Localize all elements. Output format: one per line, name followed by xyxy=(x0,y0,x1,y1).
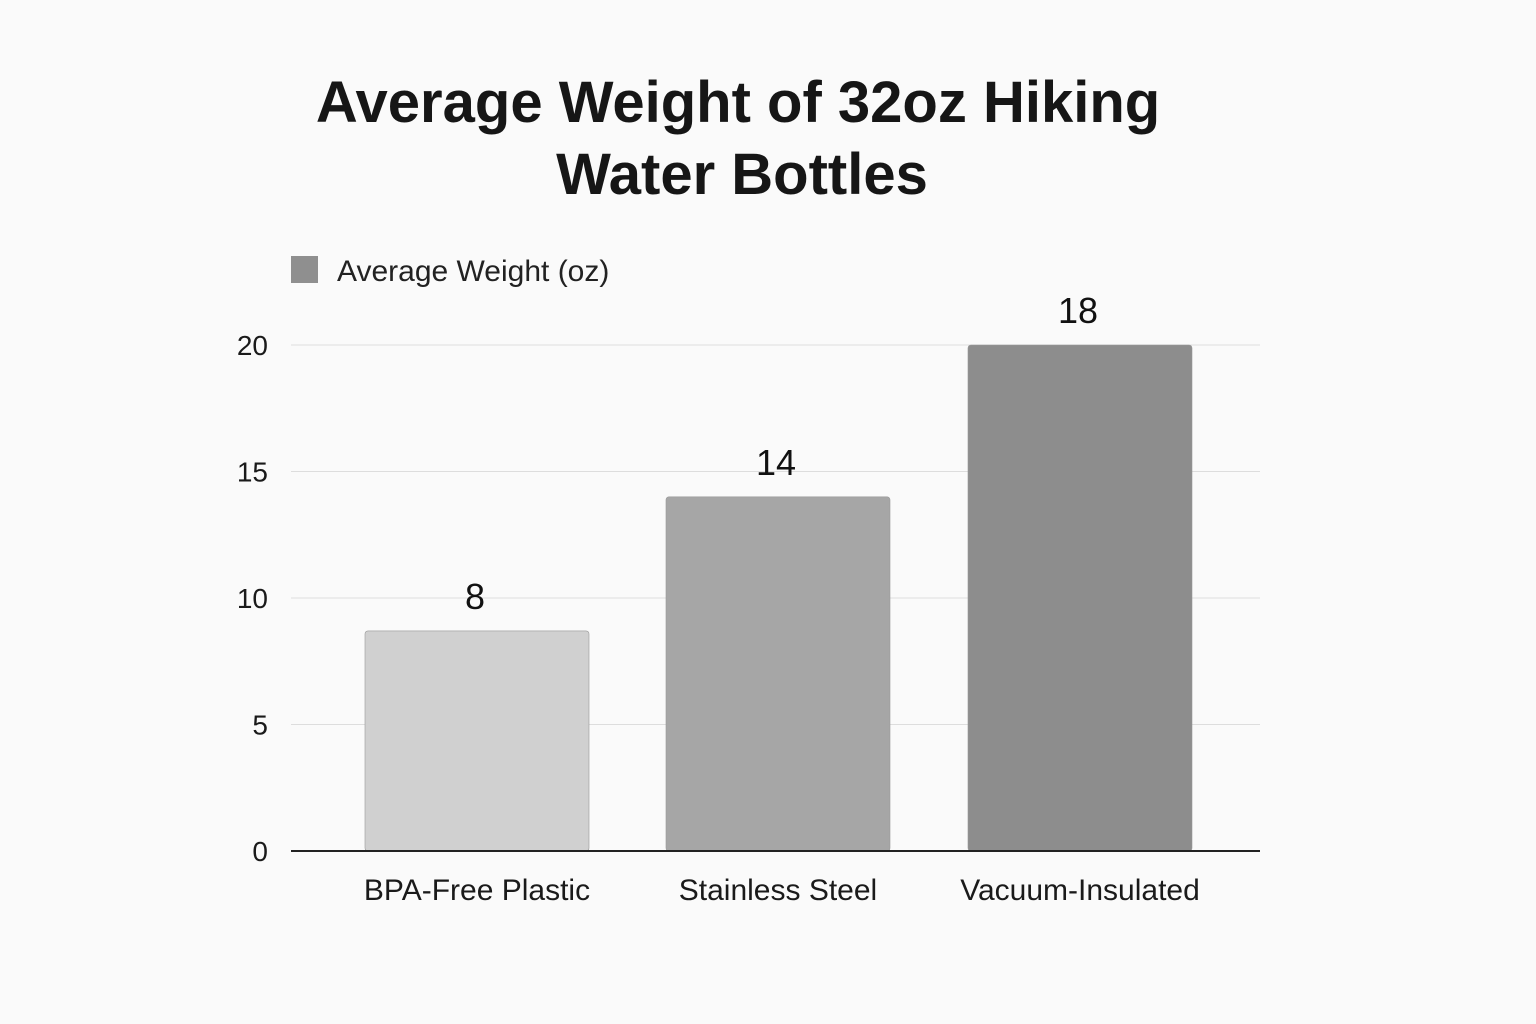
data-label: 14 xyxy=(756,442,796,483)
bar xyxy=(665,496,891,852)
y-tick-label: 5 xyxy=(252,710,268,741)
x-category-label: BPA-Free Plastic xyxy=(364,874,590,907)
x-category-label: Vacuum-Insulated xyxy=(960,874,1200,907)
y-tick-label: 20 xyxy=(237,330,268,361)
chart-title-line-2: Water Bottles xyxy=(556,142,928,207)
legend-swatch xyxy=(291,256,318,283)
bar xyxy=(364,630,590,852)
bar xyxy=(967,344,1193,852)
legend-label: Average Weight (oz) xyxy=(337,255,609,288)
y-tick-label: 0 xyxy=(252,836,268,867)
y-tick-label: 15 xyxy=(237,457,268,488)
data-label: 8 xyxy=(465,576,485,617)
y-tick-label: 10 xyxy=(237,583,268,614)
data-label: 18 xyxy=(1058,290,1098,331)
chart-title-line-1: Average Weight of 32oz Hiking xyxy=(316,70,1160,135)
x-category-label: Stainless Steel xyxy=(679,874,877,907)
